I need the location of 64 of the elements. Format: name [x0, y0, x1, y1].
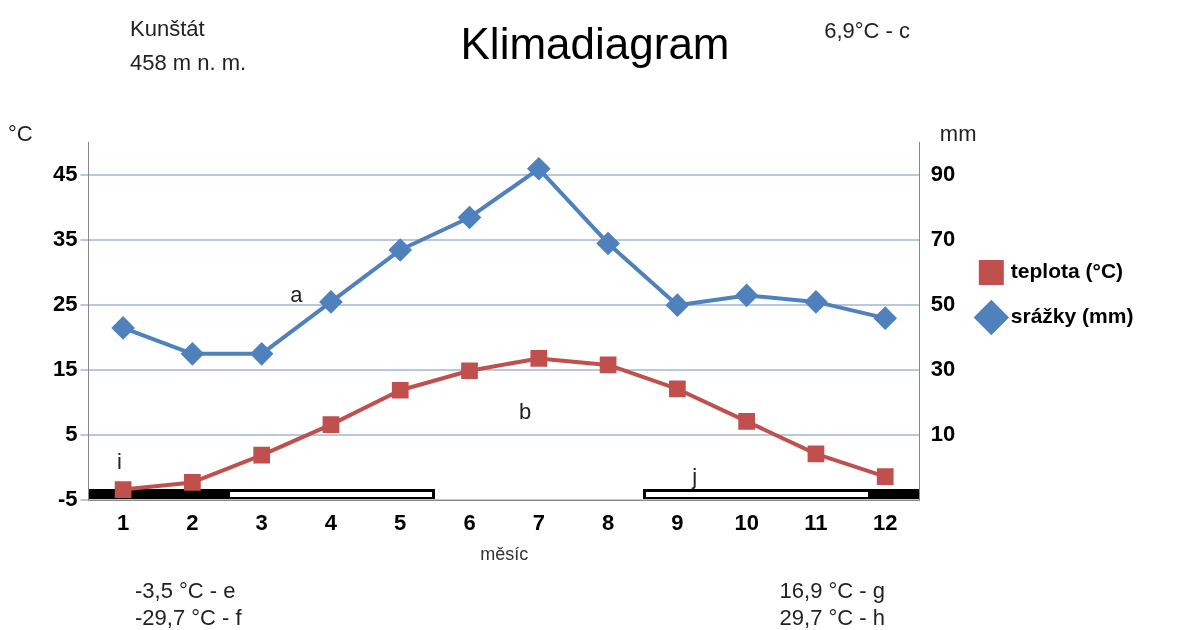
point: [804, 290, 827, 313]
y-tick-label: 15: [52, 356, 78, 382]
point: [666, 294, 689, 317]
y2-tick-label: 70: [930, 226, 956, 252]
x-tick-label: 2: [186, 510, 199, 536]
annotation: i: [117, 449, 122, 476]
x-tick-label: 1: [116, 510, 130, 536]
point: [597, 232, 620, 255]
annotation: a: [290, 281, 303, 308]
y2-tick-label: 50: [930, 291, 956, 317]
x-tick-label: 12: [872, 510, 898, 536]
x-tick-label: 6: [463, 510, 476, 536]
x-tick-label: 8: [601, 510, 615, 536]
y-axis-title: °C: [8, 120, 33, 147]
point: [319, 290, 342, 313]
text: 29,7 °C - h: [779, 605, 885, 630]
point: [184, 474, 201, 491]
y-tick-label: -5: [57, 486, 78, 512]
point: [112, 316, 135, 339]
point: [114, 481, 132, 498]
text: Kunštát: [130, 16, 205, 42]
point: [250, 342, 273, 365]
x-tick-label: 3: [255, 510, 268, 536]
x-tick-label: 11: [804, 510, 828, 536]
y2-tick-label: 90: [930, 161, 956, 187]
annotation: j: [692, 464, 698, 491]
point: [391, 381, 409, 399]
y-tick-label: 25: [52, 291, 78, 317]
point: [530, 350, 548, 367]
point: [253, 446, 271, 464]
x-tick-label: 4: [324, 510, 338, 536]
point: [181, 342, 204, 365]
point: [461, 362, 478, 380]
chart-title: Klimadiagram: [460, 18, 730, 68]
y-tick-label: 35: [52, 226, 78, 252]
text: -3,5 °C - e: [135, 578, 236, 604]
point: [874, 307, 897, 330]
y2-axis-title: mm: [939, 120, 977, 147]
legend-label: srážky (mm): [1010, 304, 1134, 328]
text: 16,9 °C - g: [779, 578, 885, 604]
point: [807, 445, 825, 463]
x-tick-label: 7: [532, 510, 545, 536]
text: 458 m n. m.: [130, 50, 247, 76]
point: [876, 468, 894, 485]
x-tick-label: 10: [734, 510, 759, 536]
point: [738, 413, 756, 430]
x-tick-label: 9: [671, 510, 684, 536]
point: [389, 238, 412, 261]
x-tick-label: 5: [394, 510, 407, 536]
text: 6,9°C - c: [824, 18, 910, 44]
point: [669, 380, 686, 398]
point: [458, 206, 481, 229]
y-tick-label: 45: [52, 161, 78, 187]
point: [735, 284, 758, 307]
annotation: b: [518, 399, 532, 426]
point: [599, 356, 617, 374]
point: [322, 416, 340, 434]
text: -29,7 °C - f: [135, 605, 242, 630]
x-axis-title: měsíc: [480, 544, 529, 565]
y2-tick-label: 30: [930, 356, 956, 382]
legend-label: teplota (°C): [1010, 259, 1124, 283]
point: [527, 157, 550, 180]
y2-tick-label: 10: [930, 421, 956, 447]
y-tick-label: 5: [65, 421, 78, 447]
